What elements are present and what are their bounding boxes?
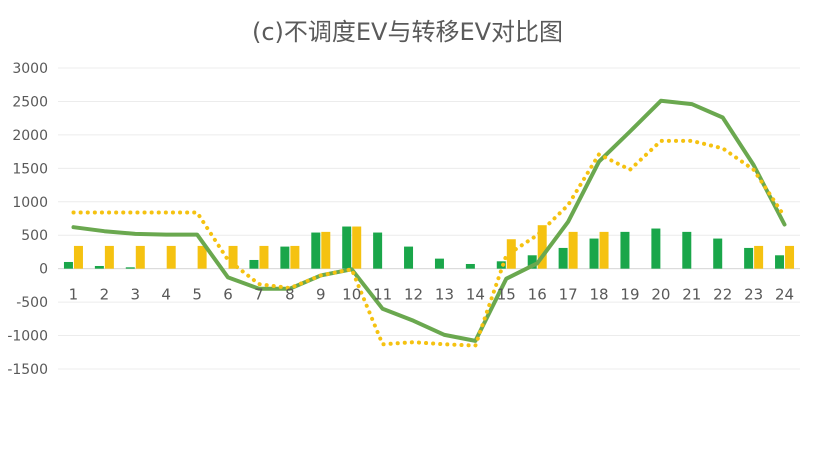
y-tick-label: -1000 [7, 329, 48, 345]
x-tick-label: 6 [223, 286, 233, 304]
bar [94, 265, 104, 269]
bar [651, 228, 661, 269]
bar [259, 245, 269, 269]
x-tick-label: 15 [497, 286, 516, 304]
x-tick-label: 11 [373, 286, 392, 304]
bar [280, 246, 290, 269]
line-layer [71, 98, 787, 348]
y-tick-label: 1000 [12, 195, 48, 211]
bar [228, 245, 238, 269]
bar [589, 238, 599, 269]
x-tick-label: 18 [589, 286, 608, 304]
bar [342, 226, 352, 269]
y-tick-label: 2000 [12, 128, 48, 144]
bar [537, 225, 547, 269]
bar [104, 245, 114, 269]
x-tick-label: 3 [131, 286, 141, 304]
x-tick-label: 20 [651, 286, 670, 304]
bar [197, 245, 207, 269]
dotted-series-line [71, 138, 787, 348]
bar-layer [63, 225, 795, 269]
x-tick-label: 24 [775, 286, 794, 304]
bar [321, 231, 331, 269]
x-tick-label: 2 [100, 286, 110, 304]
x-tick-label: 8 [285, 286, 295, 304]
bar [166, 245, 176, 269]
chart-title: (c)不调度EV与转移EV对比图 [251, 18, 564, 46]
x-tick-label: 14 [466, 286, 485, 304]
bar [713, 238, 723, 269]
bar [785, 245, 795, 269]
bar [290, 245, 300, 269]
bar [599, 231, 609, 269]
x-tick-label: 17 [559, 286, 578, 304]
bar [63, 261, 73, 269]
y-tick-label: -500 [16, 295, 48, 311]
y-axis-ticks: 3000 2500 2000 1500 1000 500 0 -500 -1000 -1500 [7, 61, 48, 378]
bar [352, 226, 362, 269]
x-tick-label: 5 [192, 286, 202, 304]
bar [373, 232, 383, 269]
bar [620, 231, 630, 269]
bar [249, 259, 259, 269]
x-tick-label: 10 [342, 286, 361, 304]
bar [527, 255, 537, 269]
bar [311, 232, 321, 269]
solid-series-line [71, 98, 787, 343]
y-tick-label: 3000 [12, 61, 48, 77]
grid-layer [58, 67, 800, 370]
x-tick-label: 19 [620, 286, 639, 304]
bar [135, 245, 145, 269]
y-tick-label: 2500 [12, 94, 48, 110]
bar [754, 245, 764, 269]
bar [744, 247, 754, 269]
bar [465, 263, 475, 269]
bar [558, 247, 568, 269]
x-tick-label: 7 [254, 286, 264, 304]
x-tick-label: 21 [682, 286, 701, 304]
x-tick-label: 23 [744, 286, 763, 304]
y-tick-label: 500 [21, 228, 48, 244]
bar [125, 267, 135, 269]
bar [568, 231, 578, 269]
x-tick-label: 13 [435, 286, 454, 304]
x-tick-label: 22 [713, 286, 732, 304]
x-tick-label: 1 [69, 286, 79, 304]
x-tick-label: 12 [404, 286, 423, 304]
x-axis-ticks: 1 2 3 4 5 6 7 8 9 10 11 12 13 14 15 16 17 18 19 20 21 22 23 24 [69, 286, 794, 304]
bar [404, 246, 414, 269]
x-tick-label: 9 [316, 286, 326, 304]
y-tick-label: -1500 [7, 362, 48, 378]
bar [73, 245, 83, 269]
x-tick-label: 16 [528, 286, 547, 304]
x-tick-label: 4 [161, 286, 171, 304]
bar [682, 231, 692, 269]
bar [434, 258, 444, 269]
y-tick-label: 0 [39, 262, 48, 278]
y-tick-label: 1500 [12, 161, 48, 177]
bar [775, 255, 785, 269]
